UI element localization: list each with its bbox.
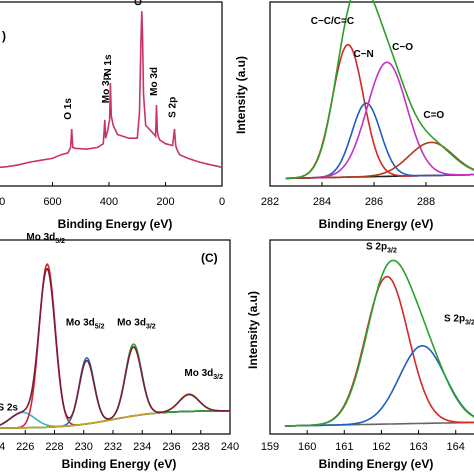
x-tick-label: 234: [133, 441, 151, 453]
peak-annotation: C−C/C=C: [311, 16, 354, 27]
peak-annotation: Mo 3p: [101, 74, 112, 103]
x-tick-label: 230: [75, 441, 93, 453]
peak-annotation: Mo 3d5/2: [66, 317, 105, 330]
peak-annotation: N 1s: [103, 54, 114, 76]
panel-d: 159 160 161 162 163 164 Binding Energy (eV) Int…: [246, 239, 474, 471]
x-tick-label: 226: [16, 441, 34, 453]
peak-annotation: S 2p: [168, 97, 179, 118]
x-tick-label: 600: [43, 196, 61, 208]
y-axis-label: Intensity (a.u): [246, 291, 260, 369]
peak-annotation: Mo 3d3/2: [184, 368, 223, 381]
peak-annotation: O 1s: [63, 98, 74, 120]
peak-annotation: C−N: [353, 49, 373, 60]
x-tick-label: 232: [104, 441, 122, 453]
x-tick-label: 161: [335, 441, 353, 453]
panel-label: ): [2, 29, 6, 43]
envelope-line: [285, 0, 474, 180]
panel-c: 224 226 228 230 232 234 236 238 240 Binding Energ…: [0, 232, 239, 471]
y-axis-label: Intensity (a.u): [234, 56, 248, 134]
x-tick-label: 224: [0, 441, 5, 453]
component-peak-line: [284, 345, 474, 427]
x-tick-label: 160: [298, 441, 316, 453]
x-axis-label: Binding Energy (eV): [62, 457, 177, 471]
x-tick-label: 228: [45, 441, 63, 453]
x-tick-label: 163: [409, 441, 427, 453]
x-tick-label: 159: [261, 441, 279, 453]
peak-annotation: C=O: [423, 110, 444, 121]
peak-annotation: C−O: [392, 42, 413, 53]
component-peak-line: [285, 43, 474, 180]
x-tick-label: 238: [192, 441, 210, 453]
x-tick-label: 200: [156, 196, 174, 208]
survey-spectrum-line: [0, 11, 223, 169]
peak-annotation: Mo 3d3/2: [117, 317, 156, 330]
peak-annotation: Mo 3d5/2: [26, 232, 65, 245]
x-tick-label: 400: [100, 196, 118, 208]
x-tick-label: 162: [372, 441, 390, 453]
peak-annotation: S 2p3/2: [366, 242, 397, 255]
panel-a: 800 600 400 200 0 Binding Energy (eV) O 1s Mo 3…: [0, 0, 225, 231]
x-tick-label: 0: [219, 196, 225, 208]
plot-frame-c: [0, 239, 231, 435]
panel-label: (C): [201, 251, 218, 265]
peak-annotation: S 2p3/2: [444, 313, 474, 326]
panel-b: 282 284 286 288 Binding Energy (eV) Intensity…: [234, 0, 474, 231]
x-tick-label: 164: [447, 441, 465, 453]
envelope-line: [284, 259, 474, 427]
peak-annotation: Mo 3d: [149, 67, 160, 96]
x-tick-label: 284: [313, 196, 331, 208]
x-tick-label: 288: [417, 196, 435, 208]
plot-frame-d: [269, 239, 474, 435]
x-axis-label: Binding Energy (eV): [319, 217, 434, 231]
x-tick-label: 800: [0, 196, 5, 208]
peak-annotation: S 2s: [0, 403, 18, 414]
envelope-line: [0, 267, 230, 426]
x-axis-label: Binding Energy (eV): [319, 457, 434, 471]
x-tick-label: 240: [221, 441, 239, 453]
x-axis-label: Binding Energy (eV): [58, 217, 173, 231]
peak-annotation: C 1s: [133, 0, 144, 6]
component-peak-line: [284, 275, 474, 427]
component-peak-line: [0, 263, 230, 429]
x-tick-label: 282: [261, 196, 279, 208]
x-tick-label: 286: [365, 196, 383, 208]
plot-frame-b: [269, 1, 474, 187]
x-tick-label: 236: [162, 441, 180, 453]
